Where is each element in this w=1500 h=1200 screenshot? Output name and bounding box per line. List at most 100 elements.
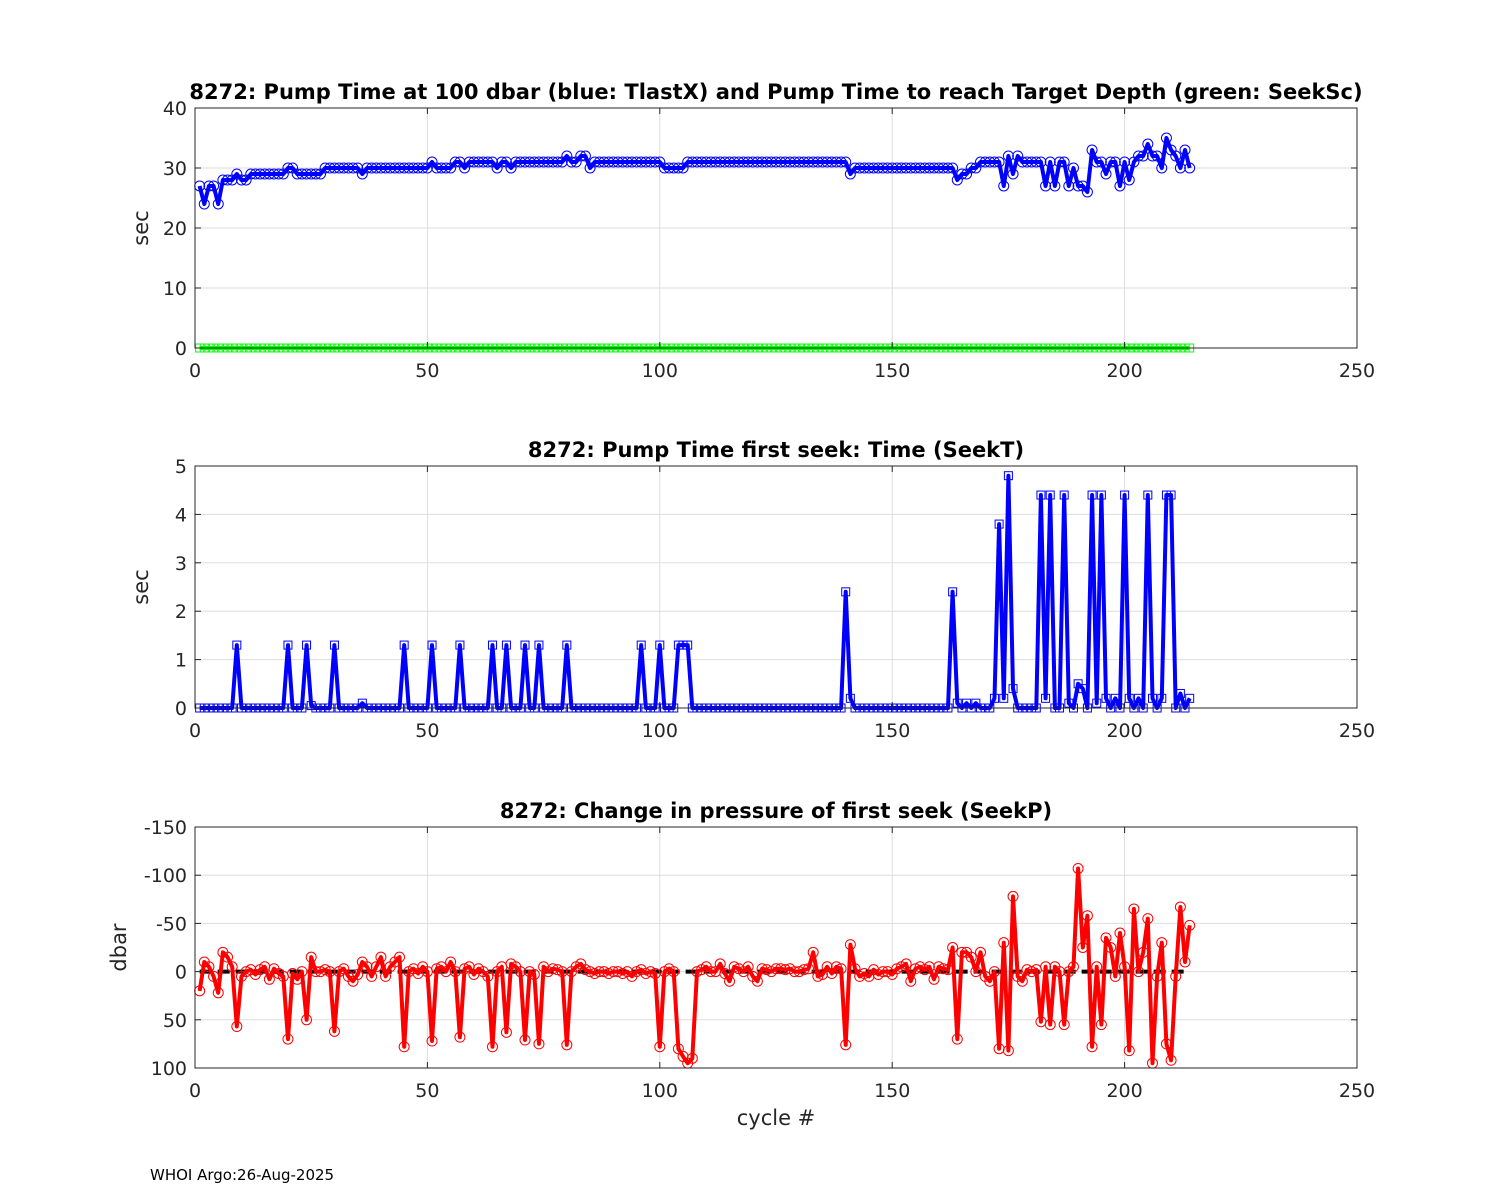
data-point	[891, 162, 903, 174]
data-point	[900, 958, 912, 970]
data-point	[765, 156, 777, 168]
data-point	[655, 640, 665, 650]
data-point	[658, 162, 670, 174]
data-point	[724, 156, 736, 168]
x-axis-label: cycle #	[737, 1106, 816, 1130]
data-point	[1123, 174, 1135, 186]
data-point	[1157, 693, 1167, 703]
data-point	[1044, 1019, 1056, 1031]
data-point	[565, 156, 577, 168]
data-point	[807, 946, 819, 958]
data-point	[319, 964, 331, 976]
data-point	[259, 168, 271, 180]
data-point	[1105, 156, 1117, 168]
data-point	[552, 964, 564, 976]
chart-title: 8272: Pump Time at 100 dbar (blue: Tlast…	[189, 80, 1362, 104]
data-point	[947, 942, 959, 953]
data-point	[1175, 688, 1185, 698]
data-point	[863, 162, 875, 174]
data-point	[232, 640, 242, 650]
data-point	[1030, 156, 1042, 168]
data-point	[993, 156, 1005, 168]
data-point	[1073, 679, 1083, 689]
data-point	[840, 1039, 852, 1051]
data-point	[533, 156, 545, 168]
data-point	[1160, 132, 1172, 144]
data-point	[282, 162, 294, 174]
data-point	[542, 156, 554, 168]
data-point	[998, 937, 1010, 949]
data-point	[524, 156, 536, 168]
data-point	[342, 162, 354, 174]
data-point	[273, 168, 285, 180]
y-tick-label: 1	[175, 650, 187, 672]
y-tick-label: 10	[163, 278, 187, 300]
x-tick-label: 0	[189, 720, 201, 742]
data-point	[302, 640, 312, 650]
series-1	[194, 862, 1196, 1069]
data-point	[487, 640, 497, 650]
data-point	[649, 156, 661, 168]
data-point	[1170, 970, 1182, 982]
data-point	[686, 156, 698, 168]
data-point	[793, 156, 805, 168]
data-point	[598, 966, 610, 978]
data-point	[324, 966, 336, 978]
data-point	[203, 961, 215, 973]
data-point	[496, 156, 508, 168]
data-point	[268, 168, 280, 180]
data-point	[877, 162, 889, 174]
data-point	[198, 198, 210, 210]
data-point	[584, 966, 596, 978]
data-point	[937, 963, 949, 975]
data-point	[398, 162, 410, 174]
y-tick-label: 3	[175, 553, 187, 575]
x-tick-label: 150	[874, 360, 910, 382]
data-point	[482, 156, 494, 168]
data-point	[756, 156, 768, 168]
data-point	[575, 150, 587, 162]
data-point	[579, 150, 591, 162]
data-point	[751, 975, 763, 987]
data-point	[357, 698, 367, 708]
data-point	[1142, 138, 1154, 150]
data-point	[830, 961, 842, 973]
data-point	[984, 156, 996, 168]
data-point	[668, 162, 680, 174]
data-point	[845, 693, 855, 703]
data-point	[1124, 693, 1134, 703]
data-point	[384, 162, 396, 174]
y-tick-label: -100	[144, 865, 187, 887]
data-point	[514, 966, 526, 978]
data-point	[1184, 919, 1196, 931]
data-point	[751, 156, 763, 168]
data-point	[1041, 693, 1051, 703]
data-point	[835, 963, 847, 975]
x-tick-label: 50	[415, 720, 439, 742]
data-point	[1165, 1054, 1177, 1066]
data-point	[798, 964, 810, 976]
data-point	[301, 1014, 313, 1026]
data-point	[301, 168, 313, 180]
x-tick-label: 200	[1106, 360, 1142, 382]
data-point	[1067, 961, 1079, 973]
data-point	[742, 156, 754, 168]
data-point	[1095, 156, 1107, 168]
data-point	[988, 156, 1000, 168]
chart-title: 8272: Pump Time first seek: Time (SeekT)	[528, 438, 1024, 462]
data-point	[654, 1041, 666, 1053]
data-point	[947, 162, 959, 174]
data-point	[1114, 180, 1126, 192]
y-tick-label: 0	[175, 698, 187, 720]
data-point	[645, 156, 657, 168]
data-point	[1184, 162, 1196, 174]
x-tick-label: 200	[1106, 720, 1142, 742]
data-point	[440, 162, 452, 174]
data-point	[514, 156, 526, 168]
data-point	[1003, 471, 1013, 481]
data-point	[1021, 964, 1033, 976]
data-point	[501, 640, 511, 650]
data-point	[691, 966, 703, 978]
data-point	[1008, 684, 1018, 694]
data-point	[1114, 927, 1126, 939]
